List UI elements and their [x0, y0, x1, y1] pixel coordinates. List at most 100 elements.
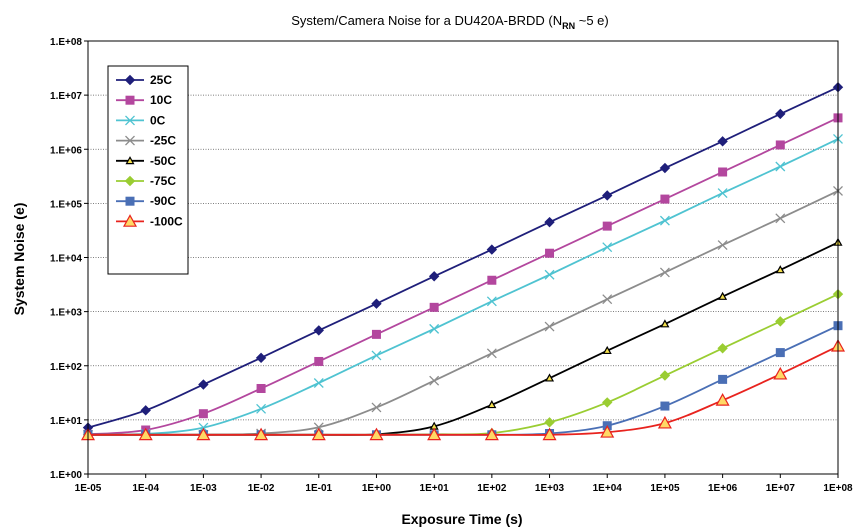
- marker-stroke: [775, 213, 786, 224]
- data-point: [256, 403, 267, 414]
- x-tick-label: 1E-04: [132, 483, 159, 494]
- y-tick-label: 1.E+02: [50, 362, 82, 373]
- marker-stroke: [486, 348, 497, 359]
- legend: 25C 10C 0C -25C -50C -75C -90C -100C: [107, 65, 189, 275]
- data-point: [660, 194, 670, 204]
- data-point: [371, 329, 381, 339]
- data-point: [427, 427, 442, 441]
- x-tick-label: 1E-02: [248, 483, 275, 494]
- x-tick-label: 1E+02: [477, 483, 507, 494]
- marker-stroke: [313, 378, 324, 388]
- data-point: [486, 296, 497, 307]
- chart-title-main: System/Camera Noise for a DU420A-BRDD (N: [291, 13, 562, 28]
- x-axis-label: Exposure Time (s): [401, 511, 522, 527]
- data-point: [775, 140, 785, 150]
- legend-item-25C: 25C: [116, 73, 172, 87]
- data-point: [314, 356, 324, 366]
- x-tick-label: 1E-03: [190, 483, 217, 494]
- data-point: [718, 167, 728, 177]
- data-point: [428, 271, 440, 282]
- marker-stroke: [313, 422, 324, 433]
- legend-label: 0C: [150, 113, 166, 127]
- data-point: [775, 348, 785, 358]
- data-point: [545, 373, 555, 382]
- legend-marker: [125, 115, 135, 126]
- marker-stroke: [371, 350, 382, 361]
- chart-title: System/Camera Noise for a DU420A-BRDD (N…: [291, 13, 609, 31]
- legend-item--50C: -50C: [116, 154, 176, 168]
- marker-stroke: [544, 321, 555, 332]
- y-tick-label: 1.E+03: [50, 308, 82, 319]
- x-tick-label: 1E+05: [650, 483, 680, 494]
- data-point: [255, 352, 267, 364]
- data-point: [718, 291, 728, 300]
- data-point: [775, 213, 786, 224]
- data-point: [715, 393, 730, 406]
- chart-title-subscript: RN: [562, 21, 575, 31]
- legend-item--75C: -75C: [116, 174, 176, 188]
- legend-marker: [125, 135, 135, 146]
- data-point: [602, 242, 613, 253]
- legend-item--25C: -25C: [116, 134, 176, 148]
- data-point: [196, 427, 211, 441]
- data-point: [544, 321, 555, 332]
- data-point: [487, 275, 497, 285]
- data-point: [718, 374, 728, 384]
- marker-stroke: [486, 296, 497, 307]
- data-point: [311, 427, 326, 441]
- series-layer: [80, 82, 846, 441]
- data-point: [602, 345, 612, 355]
- marker-stroke: [256, 403, 267, 414]
- legend-label: -100C: [150, 214, 183, 228]
- x-tick-label: 1E+04: [593, 483, 623, 494]
- y-tick-label: 1.E+00: [50, 470, 82, 481]
- x-tick-label: 1E+00: [362, 483, 392, 494]
- data-point: [717, 343, 728, 354]
- legend-marker: [125, 196, 135, 206]
- data-point: [775, 316, 786, 327]
- data-point: [429, 302, 439, 312]
- data-point: [486, 348, 497, 359]
- marker-stroke: [602, 294, 613, 305]
- legend-item--100C: -100C: [116, 214, 183, 228]
- x-tick-label: 1E+06: [708, 483, 738, 494]
- data-point: [256, 383, 266, 393]
- y-tick-label: 1.E+06: [50, 145, 82, 156]
- series-line: [87, 117, 839, 436]
- chart-title-end: ~5 e): [575, 13, 609, 28]
- legend-label: -25C: [150, 134, 176, 148]
- data-point: [198, 409, 208, 419]
- data-point: [775, 161, 786, 172]
- data-point: [313, 422, 324, 433]
- data-point: [775, 108, 786, 120]
- data-point: [773, 366, 788, 380]
- marker-stroke: [125, 115, 135, 126]
- y-tick-label: 1.E+01: [50, 416, 82, 427]
- legend-box: [107, 65, 189, 275]
- data-point: [544, 216, 555, 228]
- legend-marker: [125, 156, 135, 165]
- data-point: [660, 319, 670, 328]
- data-point: [138, 427, 153, 441]
- legend-marker: [125, 95, 135, 105]
- y-tick-label: 1.E+07: [50, 91, 82, 102]
- data-point: [429, 323, 440, 334]
- series--100C: [80, 338, 846, 441]
- data-point: [371, 350, 382, 361]
- data-point: [486, 244, 498, 255]
- series-line: [87, 138, 839, 436]
- marker-stroke: [717, 188, 728, 199]
- y-tick-label: 1.E+05: [50, 199, 82, 210]
- legend-item--90C: -90C: [116, 194, 176, 208]
- legend-label: -90C: [150, 194, 176, 208]
- x-tick-label: 1E+03: [535, 483, 565, 494]
- data-point: [717, 136, 728, 147]
- data-point: [659, 267, 670, 278]
- marker-stroke: [125, 135, 135, 146]
- data-point: [313, 325, 324, 336]
- data-point: [544, 269, 555, 280]
- x-tick-label: 1E+01: [420, 483, 450, 494]
- marker-stroke: [429, 375, 440, 386]
- data-point: [545, 248, 555, 258]
